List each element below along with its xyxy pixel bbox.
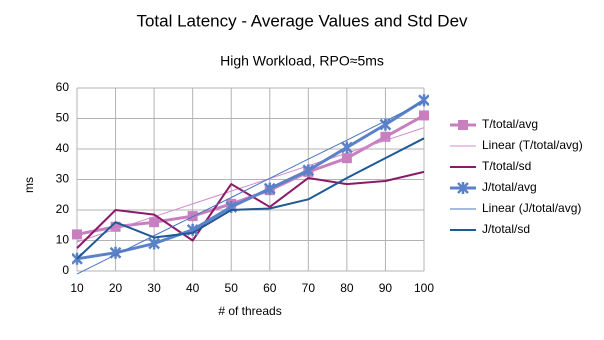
marker xyxy=(419,110,429,121)
x-tick-label: 70 xyxy=(302,281,316,295)
chart-subtitle: High Workload, RPO≈5ms xyxy=(220,53,384,69)
x-tick-label: 20 xyxy=(109,281,123,295)
legend-label: J/total/avg xyxy=(482,180,537,194)
y-tick-label: 50 xyxy=(56,111,70,125)
grid xyxy=(76,87,425,272)
series-line xyxy=(76,137,425,260)
series-line xyxy=(76,170,425,249)
legend-label: Linear (J/total/avg) xyxy=(482,201,581,215)
x-axis-label: # of threads xyxy=(218,304,281,318)
marker xyxy=(149,217,160,228)
y-tick-label: 10 xyxy=(56,233,70,247)
series-line xyxy=(76,98,425,261)
marker xyxy=(72,229,82,240)
y-tick-label: 0 xyxy=(62,263,69,277)
marker xyxy=(187,211,198,222)
marker xyxy=(341,141,353,154)
marker xyxy=(418,94,429,107)
x-tick-label: 80 xyxy=(340,281,354,295)
marker xyxy=(341,153,352,164)
marker xyxy=(302,164,315,177)
legend-label: T/total/sd xyxy=(482,159,531,173)
x-tick-label: 10 xyxy=(70,281,84,295)
marker xyxy=(148,237,160,250)
y-tick-label: 60 xyxy=(56,80,70,94)
legend-label: T/total/avg xyxy=(482,117,538,131)
series-line xyxy=(76,101,425,275)
y-tick-label: 20 xyxy=(56,202,70,216)
x-tick-label: 90 xyxy=(379,281,393,295)
legend-label: Linear (T/total/avg) xyxy=(482,138,583,152)
marker xyxy=(457,182,469,194)
x-tick-label: 100 xyxy=(414,281,434,295)
marker xyxy=(263,182,276,195)
marker xyxy=(458,120,468,130)
x-tick-label: 50 xyxy=(225,281,239,295)
x-tick-label: 60 xyxy=(263,281,277,295)
series-line xyxy=(76,127,425,243)
x-tick-label: 40 xyxy=(186,281,200,295)
plot-area xyxy=(72,94,429,275)
legend: T/total/avg Linear (T/total/avg) T/total/s… xyxy=(450,117,583,236)
marker xyxy=(380,131,391,142)
chart-title: Total Latency - Average Values and Std D… xyxy=(136,11,468,30)
y-tick-label: 30 xyxy=(56,172,70,186)
marker xyxy=(110,221,121,232)
x-tick-label: 30 xyxy=(147,281,161,295)
y-tick-label: 40 xyxy=(56,141,70,155)
legend-label: J/total/sd xyxy=(482,222,530,236)
y-axis-label: ms xyxy=(22,177,36,193)
